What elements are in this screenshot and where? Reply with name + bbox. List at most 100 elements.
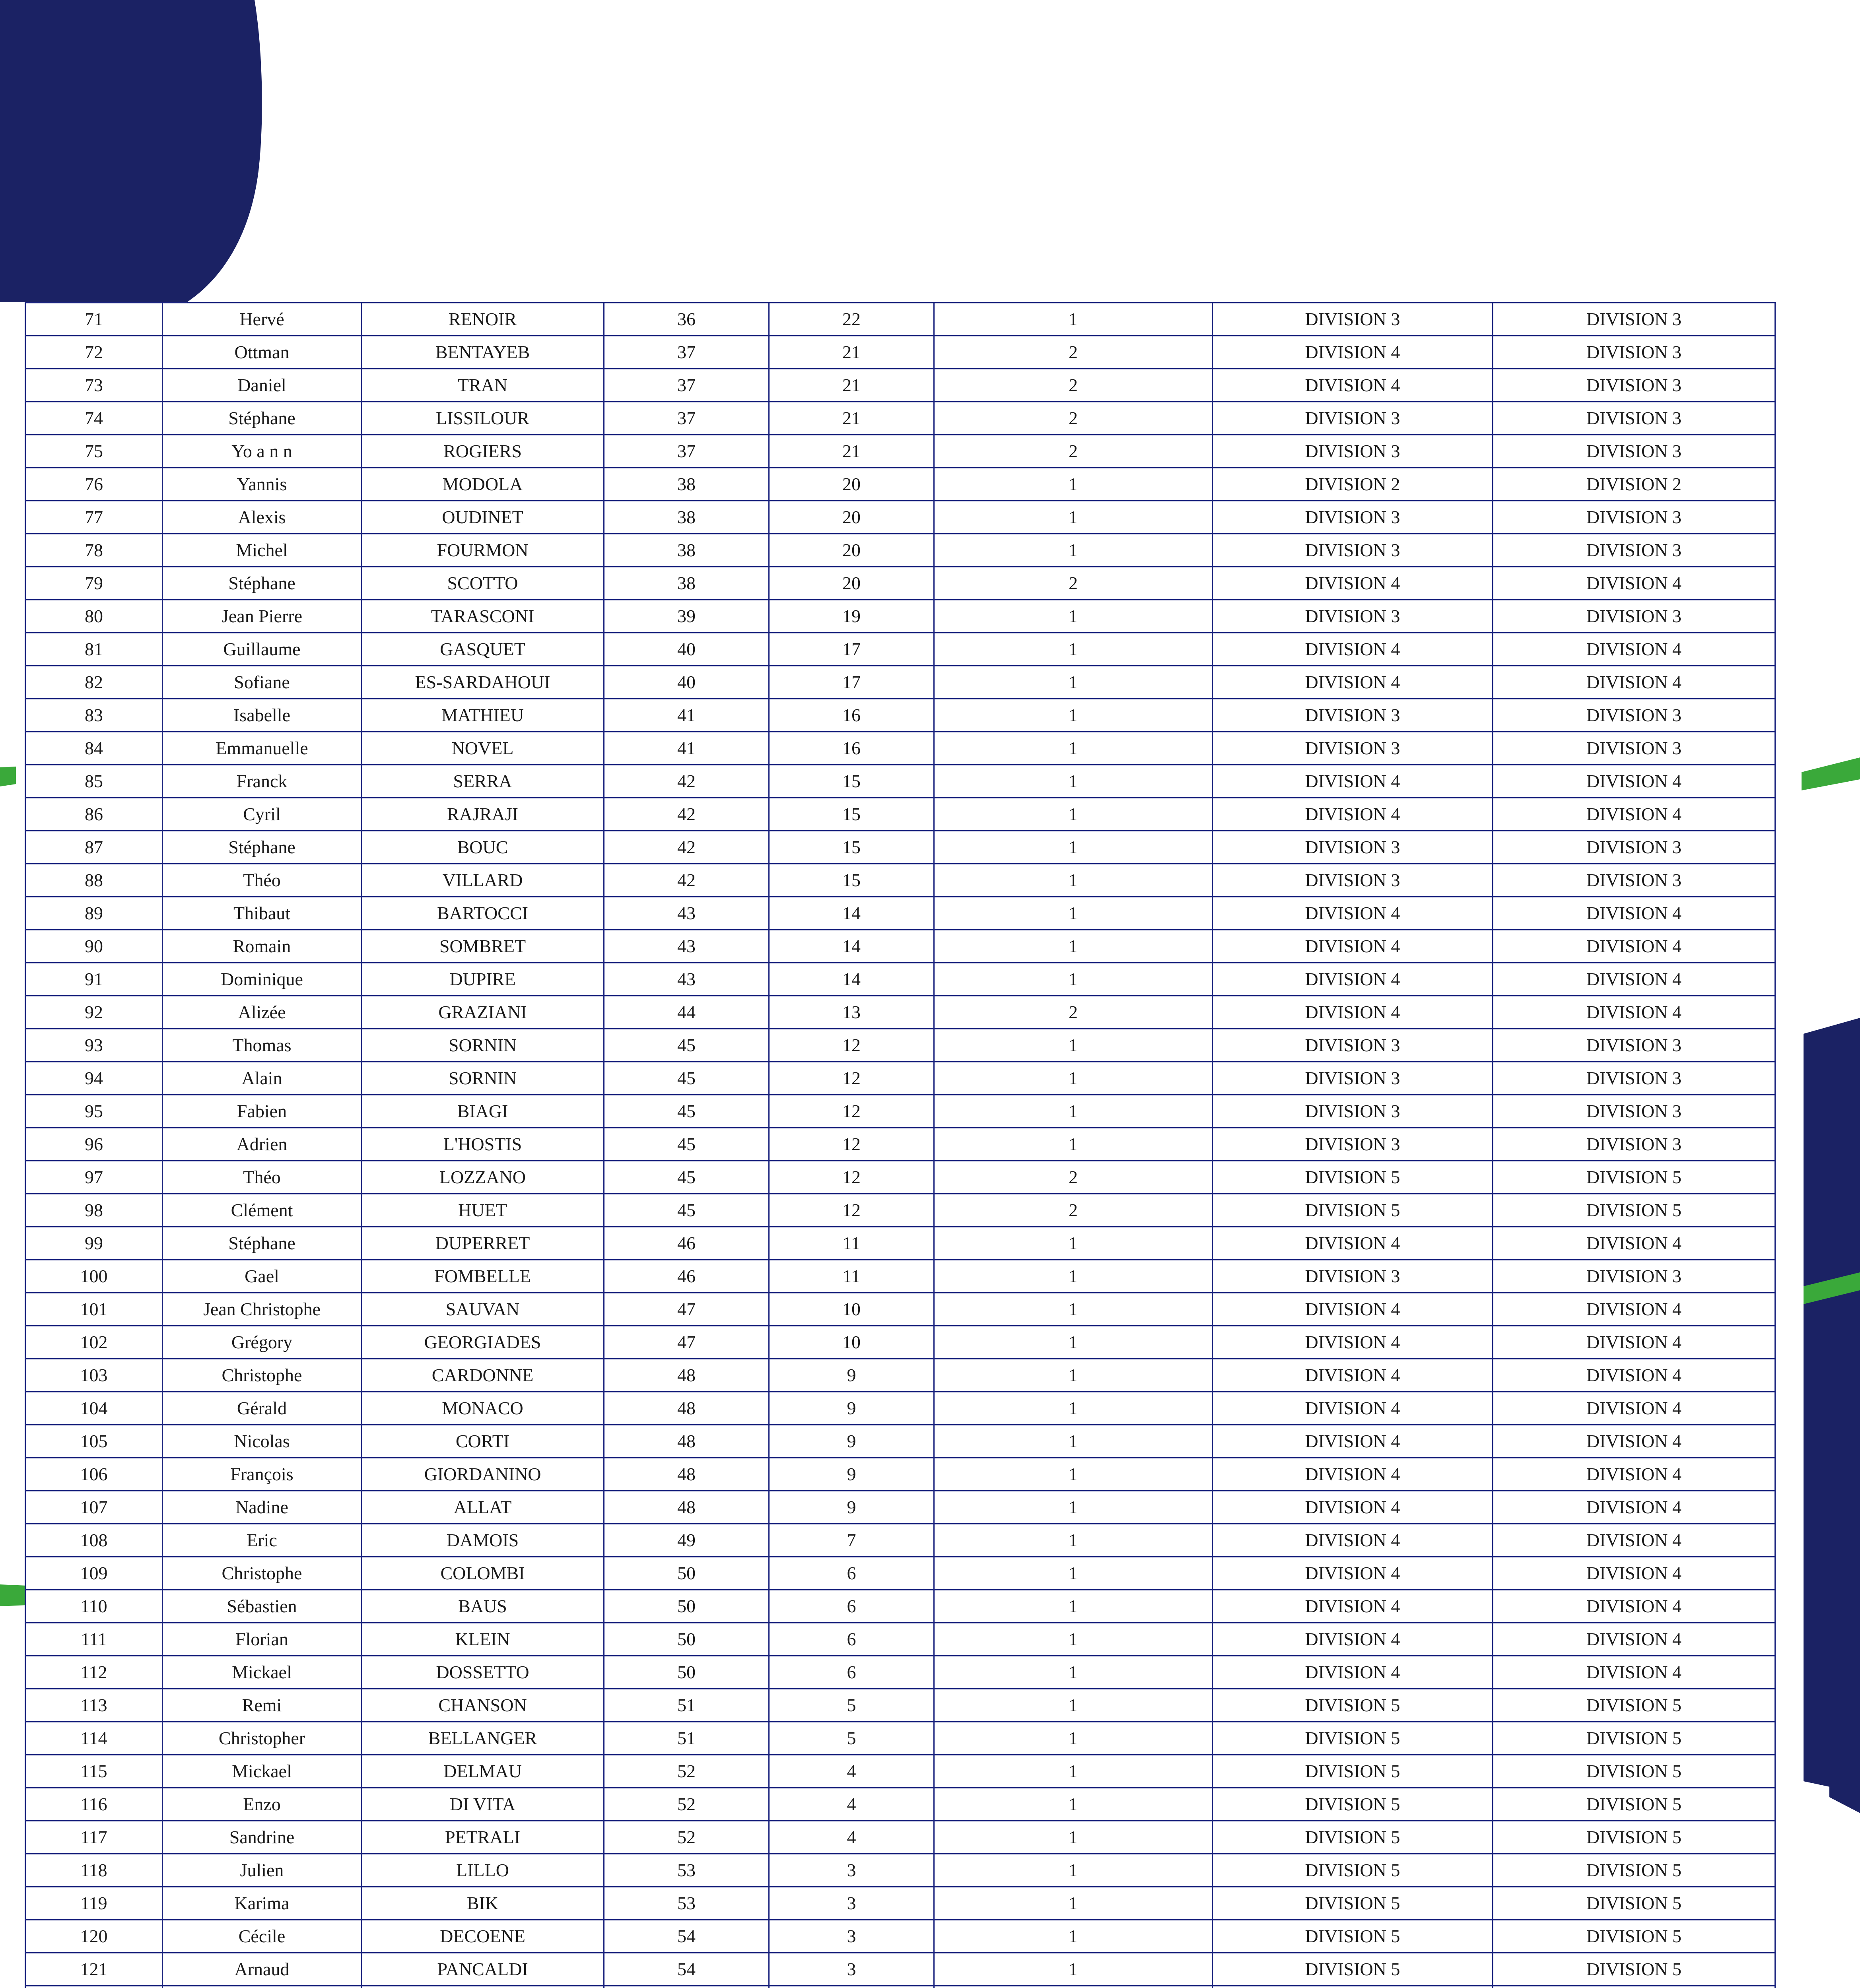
cell-division_b: DIVISION 4 (1492, 962, 1776, 996)
cell-value3: 2 (933, 335, 1213, 369)
cell-first_name: Alain (162, 1061, 362, 1095)
cell-division_b: DIVISION 4 (1492, 1457, 1776, 1491)
table-row: 99 Stéphane DUPERRET 46 11 1 DIVISION 4 DIVISIO… (25, 1226, 1776, 1260)
cell-first_name: Cyril (162, 797, 362, 831)
table-row: 96 Adrien L'HOSTIS 45 12 1 DIVISION 3 DIVISION … (25, 1127, 1776, 1161)
cell-value3: 1 (933, 1391, 1213, 1425)
cell-value3: 2 (933, 566, 1213, 600)
cell-first_name: Isabelle (162, 698, 362, 732)
cell-division_a: DIVISION 5 (1212, 1688, 1493, 1722)
cell-first_name: Daniel (162, 368, 362, 402)
cell-value2: 14 (768, 962, 935, 996)
cell-value1: 51 (603, 1688, 770, 1722)
cell-division_b: DIVISION 3 (1492, 533, 1776, 567)
cell-division_a: DIVISION 3 (1212, 500, 1493, 534)
table-row: 81 Guillaume GASQUET 40 17 1 DIVISION 4 DIVISIO… (25, 632, 1776, 666)
cell-value3: 1 (933, 1589, 1213, 1623)
cell-value3: 2 (933, 368, 1213, 402)
cell-last_name: ROGIERS (361, 434, 604, 468)
table-row: 112 Mickael DOSSETTO 50 6 1 DIVISION 4 DIVISION… (25, 1655, 1776, 1689)
cell-value1: 37 (603, 368, 770, 402)
cell-value1: 45 (603, 1094, 770, 1128)
cell-value2: 21 (768, 368, 935, 402)
cell-division_a: DIVISION 3 (1212, 731, 1493, 765)
cell-value1: 45 (603, 1028, 770, 1062)
cell-last_name: PETRALI (361, 1820, 604, 1854)
table-row: 80 Jean Pierre TARASCONI 39 19 1 DIVISION 3 DIV… (25, 599, 1776, 633)
cell-division_a: DIVISION 4 (1212, 1589, 1493, 1623)
cell-first_name: Stéphane (162, 566, 362, 600)
cell-rank: 84 (25, 731, 163, 765)
cell-rank: 82 (25, 665, 163, 699)
cell-first_name: Romain (162, 929, 362, 963)
cell-value2: 15 (768, 797, 935, 831)
cell-value3: 1 (933, 830, 1213, 864)
cell-division_a: DIVISION 3 (1212, 830, 1493, 864)
cell-value2: 12 (768, 1160, 935, 1194)
cell-division_a: DIVISION 5 (1212, 1721, 1493, 1755)
table-row: 73 Daniel TRAN 37 21 2 DIVISION 4 DIVISION 3 (25, 368, 1776, 402)
cell-division_a: DIVISION 3 (1212, 1259, 1493, 1293)
cell-rank: 118 (25, 1853, 163, 1887)
table-row: 71 Hervé RENOIR 36 22 1 DIVISION 3 DIVISION 3 (25, 302, 1776, 336)
cell-rank: 117 (25, 1820, 163, 1854)
cell-rank: 104 (25, 1391, 163, 1425)
cell-value2: 20 (768, 533, 935, 567)
cell-last_name: DUPERRET (361, 1226, 604, 1260)
cell-division_a: DIVISION 4 (1212, 797, 1493, 831)
cell-value2: 2 (768, 1985, 935, 1988)
cell-first_name: Stéphane (162, 401, 362, 435)
cell-division_a: DIVISION 5 (1212, 1193, 1493, 1227)
cell-rank: 78 (25, 533, 163, 567)
cell-division_b: DIVISION 3 (1492, 599, 1776, 633)
table-row: 82 Sofiane ES-SARDAHOUI 40 17 1 DIVISION 4 DIVI… (25, 665, 1776, 699)
cell-value2: 4 (768, 1820, 935, 1854)
cell-value1: 42 (603, 863, 770, 897)
cell-value3: 1 (933, 797, 1213, 831)
cell-value3: 1 (933, 929, 1213, 963)
cell-last_name: DECOENE (361, 1919, 604, 1953)
cell-value3: 2 (933, 995, 1213, 1029)
cell-value1: 48 (603, 1424, 770, 1458)
cell-division_b: DIVISION 3 (1492, 698, 1776, 732)
cell-last_name: DUPIRE (361, 962, 604, 996)
table-row: 105 Nicolas CORTI 48 9 1 DIVISION 4 DIVISION 4 (25, 1424, 1776, 1458)
cell-value1: 43 (603, 896, 770, 930)
cell-division_a: DIVISION 3 (1212, 1127, 1493, 1161)
cell-rank: 108 (25, 1523, 163, 1557)
cell-division_a: DIVISION 4 (1212, 1556, 1493, 1590)
cell-value2: 17 (768, 632, 935, 666)
cell-value1: 50 (603, 1556, 770, 1590)
cell-last_name: MATHIEU (361, 698, 604, 732)
cell-division_b: DIVISION 5 (1492, 1754, 1776, 1788)
cell-last_name: GRAZIANI (361, 995, 604, 1029)
cell-rank: 81 (25, 632, 163, 666)
cell-value2: 16 (768, 698, 935, 732)
cell-last_name: LILLO (361, 1853, 604, 1887)
cell-division_a: DIVISION 4 (1212, 1226, 1493, 1260)
cell-last_name: ALLAT (361, 1490, 604, 1524)
cell-rank: 94 (25, 1061, 163, 1095)
cell-value1: 52 (603, 1754, 770, 1788)
cell-value2: 9 (768, 1358, 935, 1392)
cell-value1: 43 (603, 929, 770, 963)
cell-division_a: DIVISION 3 (1212, 1028, 1493, 1062)
cell-value2: 14 (768, 896, 935, 930)
cell-first_name: Gérald (162, 1391, 362, 1425)
cell-value1: 38 (603, 566, 770, 600)
table-row: 107 Nadine ALLAT 48 9 1 DIVISION 4 DIVISION 4 (25, 1490, 1776, 1524)
cell-division_a: DIVISION 5 (1212, 1853, 1493, 1887)
cell-last_name: BAUS (361, 1589, 604, 1623)
cell-value2: 21 (768, 434, 935, 468)
cell-division_b: DIVISION 4 (1492, 1391, 1776, 1425)
cell-division_b: DIVISION 5 (1492, 1820, 1776, 1854)
cell-division_b: DIVISION 5 (1492, 1886, 1776, 1920)
cell-value2: 12 (768, 1061, 935, 1095)
cell-last_name: FOURMON (361, 533, 604, 567)
cell-last_name: DAMOIS (361, 1523, 604, 1557)
cell-division_b: DIVISION 4 (1492, 1490, 1776, 1524)
cell-value2: 12 (768, 1028, 935, 1062)
cell-first_name: Yo a n n (162, 434, 362, 468)
cell-value1: 46 (603, 1226, 770, 1260)
